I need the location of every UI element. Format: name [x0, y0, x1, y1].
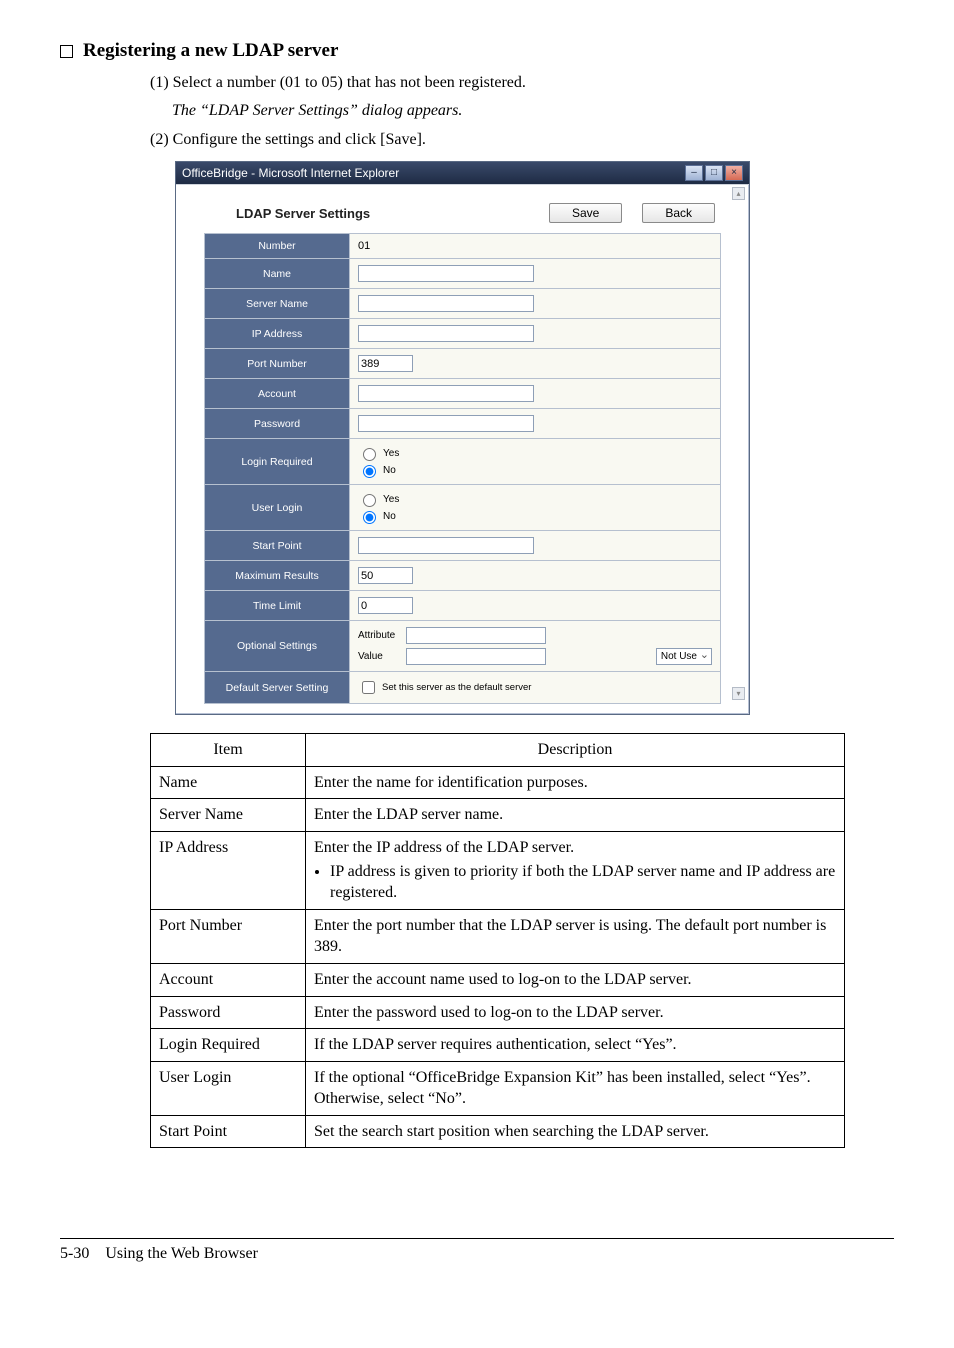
account-input[interactable]: [358, 385, 534, 402]
row-server-desc: Enter the LDAP server name.: [306, 799, 845, 832]
user-login-yes[interactable]: [363, 494, 376, 507]
time-limit-input[interactable]: [358, 597, 413, 614]
page-number: 5-30: [60, 1245, 89, 1262]
password-input[interactable]: [358, 415, 534, 432]
ip-label: IP Address: [205, 319, 350, 349]
row-ip-item: IP Address: [151, 831, 306, 909]
port-input[interactable]: [358, 355, 413, 372]
minimize-button[interactable]: –: [685, 165, 703, 181]
default-server-label: Default Server Setting: [205, 672, 350, 704]
col-desc: Description: [306, 734, 845, 767]
step-1: (1) Select a number (01 to 05) that has …: [150, 72, 894, 94]
number-label: Number: [205, 234, 350, 259]
row-userlogin-item: User Login: [151, 1061, 306, 1115]
user-login-label: User Login: [205, 485, 350, 531]
settings-form: Number 01 Name Server Name IP Address Po…: [204, 233, 721, 704]
ip-input[interactable]: [358, 325, 534, 342]
col-item: Item: [151, 734, 306, 767]
maximize-button[interactable]: □: [705, 165, 723, 181]
row-userlogin-desc: If the optional “OfficeBridge Expansion …: [306, 1061, 845, 1115]
scroll-down-icon[interactable]: ▾: [732, 687, 745, 700]
row-name-item: Name: [151, 766, 306, 799]
default-server-text: Set this server as the default server: [382, 682, 531, 693]
chapter-title: Using the Web Browser: [105, 1245, 258, 1262]
server-name-label: Server Name: [205, 289, 350, 319]
row-account-desc: Enter the account name used to log-on to…: [306, 963, 845, 996]
port-label: Port Number: [205, 349, 350, 379]
number-value: 01: [350, 234, 721, 259]
max-results-label: Maximum Results: [205, 561, 350, 591]
login-required-no[interactable]: [363, 465, 376, 478]
dialog-window: OfficeBridge - Microsoft Internet Explor…: [175, 161, 750, 715]
section-heading: Registering a new LDAP server: [83, 40, 338, 62]
description-table: Item Description Name Enter the name for…: [150, 733, 845, 1148]
value-label: Value: [358, 651, 400, 662]
max-results-input[interactable]: [358, 567, 413, 584]
scroll-up-icon[interactable]: ▴: [732, 187, 745, 200]
row-login-desc: If the LDAP server requires authenticati…: [306, 1029, 845, 1062]
row-port-item: Port Number: [151, 909, 306, 963]
close-button[interactable]: ×: [725, 165, 743, 181]
login-required-yes[interactable]: [363, 448, 376, 461]
row-server-item: Server Name: [151, 799, 306, 832]
dialog-title: LDAP Server Settings: [236, 206, 370, 221]
user-login-no[interactable]: [363, 511, 376, 524]
account-label: Account: [205, 379, 350, 409]
row-ip-desc: Enter the IP address of the LDAP server.…: [306, 831, 845, 909]
name-label: Name: [205, 259, 350, 289]
default-server-checkbox[interactable]: [362, 681, 375, 694]
row-port-desc: Enter the port number that the LDAP serv…: [306, 909, 845, 963]
row-login-item: Login Required: [151, 1029, 306, 1062]
value-input[interactable]: [406, 648, 546, 665]
window-title: OfficeBridge - Microsoft Internet Explor…: [182, 166, 399, 180]
instructions: (1) Select a number (01 to 05) that has …: [150, 72, 894, 151]
not-use-select[interactable]: Not Use: [656, 648, 712, 665]
row-password-item: Password: [151, 996, 306, 1029]
attribute-label: Attribute: [358, 630, 400, 641]
server-name-input[interactable]: [358, 295, 534, 312]
section-bullet: [60, 45, 73, 58]
row-password-desc: Enter the password used to log-on to the…: [306, 996, 845, 1029]
start-point-label: Start Point: [205, 531, 350, 561]
row-name-desc: Enter the name for identification purpos…: [306, 766, 845, 799]
attribute-input[interactable]: [406, 627, 546, 644]
row-account-item: Account: [151, 963, 306, 996]
time-limit-label: Time Limit: [205, 591, 350, 621]
name-input[interactable]: [358, 265, 534, 282]
step-1-note: The “LDAP Server Settings” dialog appear…: [172, 100, 894, 122]
save-button[interactable]: Save: [549, 203, 622, 223]
back-button[interactable]: Back: [642, 203, 715, 223]
login-required-label: Login Required: [205, 439, 350, 485]
optional-settings-label: Optional Settings: [205, 621, 350, 672]
window-titlebar: OfficeBridge - Microsoft Internet Explor…: [176, 162, 749, 184]
password-label: Password: [205, 409, 350, 439]
row-start-desc: Set the search start position when searc…: [306, 1115, 845, 1148]
row-start-item: Start Point: [151, 1115, 306, 1148]
step-2: (2) Configure the settings and click [Sa…: [150, 129, 894, 151]
start-point-input[interactable]: [358, 537, 534, 554]
page-footer: 5-30 Using the Web Browser: [60, 1238, 894, 1263]
